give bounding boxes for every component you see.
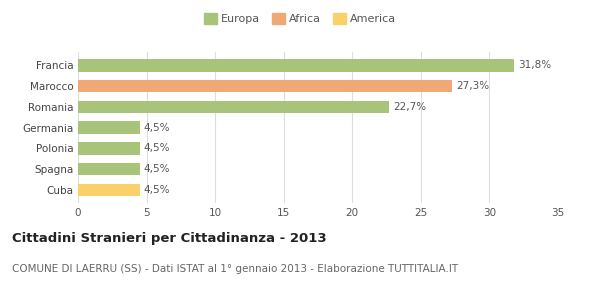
Bar — [78, 80, 452, 92]
Text: Cittadini Stranieri per Cittadinanza - 2013: Cittadini Stranieri per Cittadinanza - 2… — [12, 232, 326, 245]
Bar — [78, 122, 140, 134]
Text: 4,5%: 4,5% — [144, 164, 170, 174]
Bar — [78, 59, 514, 72]
Legend: Europa, Africa, America: Europa, Africa, America — [199, 8, 401, 29]
Text: 4,5%: 4,5% — [144, 143, 170, 153]
Bar — [78, 101, 389, 113]
Text: 31,8%: 31,8% — [518, 60, 551, 70]
Bar — [78, 184, 140, 196]
Text: COMUNE DI LAERRU (SS) - Dati ISTAT al 1° gennaio 2013 - Elaborazione TUTTITALIA.: COMUNE DI LAERRU (SS) - Dati ISTAT al 1°… — [12, 264, 458, 274]
Bar — [78, 163, 140, 175]
Text: 27,3%: 27,3% — [457, 81, 490, 91]
Text: 4,5%: 4,5% — [144, 123, 170, 133]
Text: 22,7%: 22,7% — [394, 102, 427, 112]
Bar — [78, 142, 140, 155]
Text: 4,5%: 4,5% — [144, 185, 170, 195]
